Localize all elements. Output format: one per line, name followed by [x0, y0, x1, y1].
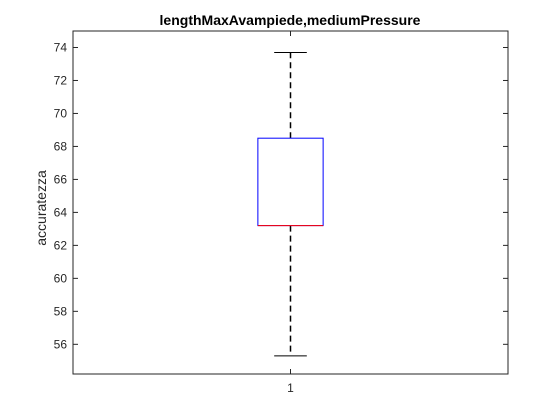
x-axis: 1 [287, 31, 294, 395]
box-series [257, 51, 324, 357]
y-tick-label: 62 [54, 238, 68, 252]
y-tick-label: 72 [54, 73, 68, 87]
y-tick-label: 58 [54, 304, 68, 318]
y-axis: 56 58 60 62 64 66 68 70 72 74 [54, 40, 508, 351]
x-tick-label: 1 [287, 381, 294, 395]
box-iqr [257, 137, 324, 227]
y-tick-label: 74 [54, 40, 68, 54]
y-axis-label: accuratezza [33, 170, 49, 246]
y-tick-label: 56 [54, 337, 68, 351]
box-group [257, 51, 324, 357]
y-tick-label: 70 [54, 106, 68, 120]
y-tick-label: 66 [54, 172, 68, 186]
chart-title: lengthMaxAvampiede,mediumPressure [160, 12, 421, 28]
y-tick-label: 60 [54, 271, 68, 285]
y-tick-label: 64 [54, 205, 68, 219]
y-tick-label: 68 [54, 139, 68, 153]
